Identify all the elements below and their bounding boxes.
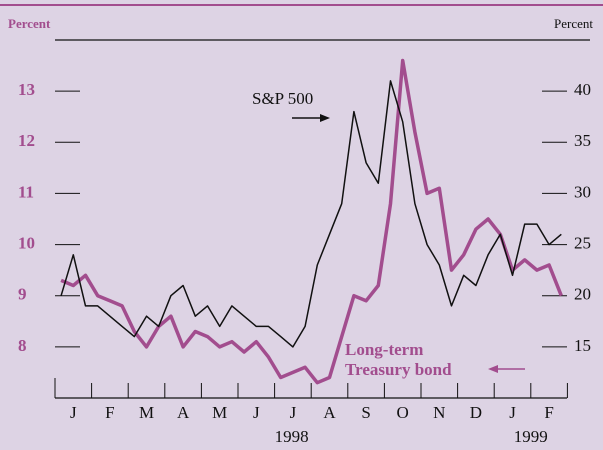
sp-annotation: S&P 500 [252, 89, 313, 108]
y2-tick-label: 15 [574, 336, 591, 355]
y-tick-label: 8 [18, 336, 27, 355]
x-tick-label: S [361, 403, 370, 422]
y-tick-label: 12 [18, 131, 35, 150]
y2-tick-label: 40 [574, 80, 591, 99]
x-tick-label: F [105, 403, 114, 422]
y-axis-label: Percent [8, 16, 51, 31]
y2-tick-label: 25 [574, 233, 591, 252]
y-tick-label: 11 [18, 182, 34, 201]
series-line [60, 58, 563, 385]
x-tick-label: J [70, 403, 77, 422]
x-tick-label: D [470, 403, 482, 422]
y2-tick-label: 30 [574, 182, 591, 201]
y2-tick-label: 35 [574, 131, 591, 150]
x-tick-label: J [290, 403, 297, 422]
x-tick-label: A [177, 403, 190, 422]
sp-arrowhead [320, 114, 330, 122]
x-tick-label: M [212, 403, 227, 422]
x-tick-label: J [509, 403, 516, 422]
y2-axis-label: Percent [554, 16, 593, 31]
x-tick-label: O [397, 403, 409, 422]
treasury-arrowhead [488, 365, 498, 373]
year-label: 1999 [514, 427, 548, 446]
treasury-annotation: Long-term Treasury bond [345, 340, 452, 379]
x-tick-label: N [433, 403, 445, 422]
treasury-annotation-box: Long-term Treasury bond [345, 340, 452, 379]
y2-tick-label: 20 [574, 285, 591, 304]
y-tick-label: 10 [18, 233, 35, 252]
x-tick-label: A [323, 403, 336, 422]
y-tick-label: 9 [18, 285, 27, 304]
y-tick-label: 13 [18, 80, 35, 99]
series-line [60, 80, 562, 348]
year-label: 1998 [275, 427, 309, 446]
x-tick-label: F [544, 403, 553, 422]
x-tick-label: M [139, 403, 154, 422]
x-tick-label: J [253, 403, 260, 422]
